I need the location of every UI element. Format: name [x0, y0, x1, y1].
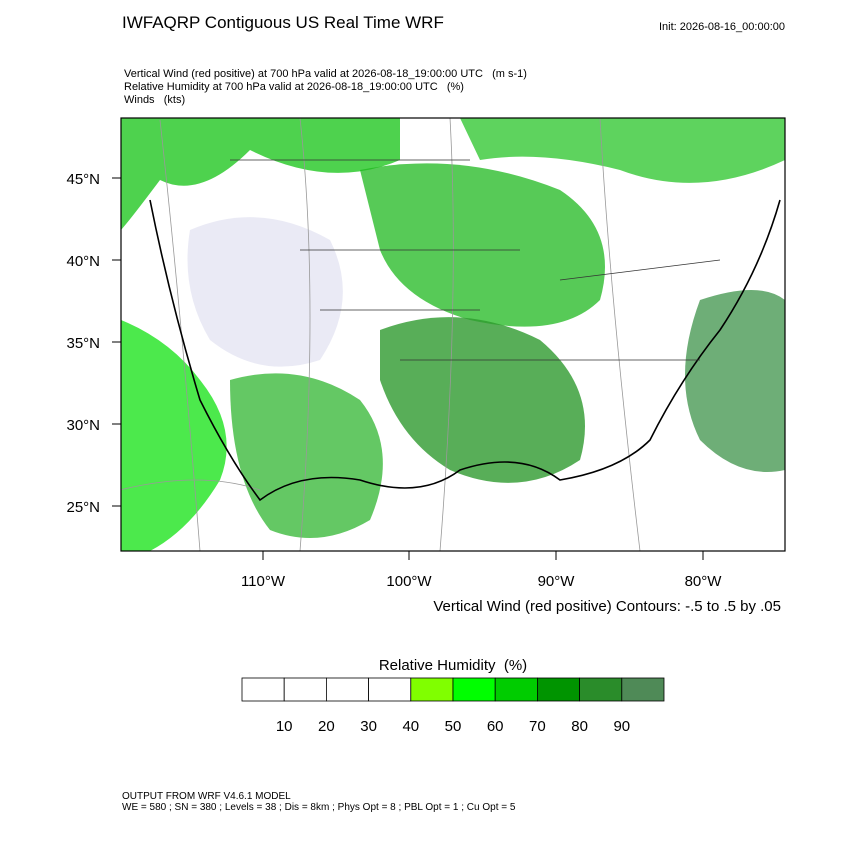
colorbar-box [410, 677, 454, 702]
contour-note: Vertical Wind (red positive) Contours: -… [433, 598, 781, 615]
colorbar-box [537, 677, 581, 702]
lat-label: 40°N [66, 253, 100, 270]
field-label: Vertical Wind (red positive) at 700 hPa … [124, 68, 527, 80]
colorbar: Relative Humidity (%) 10 20 30 40 50 60 70 80 90 [241, 657, 665, 735]
lat-label: 35°N [66, 335, 100, 352]
colorbar-box [283, 677, 327, 702]
colorbar-label: 20 [318, 718, 335, 735]
colorbar-label: 60 [487, 718, 504, 735]
colorbar-label: 30 [360, 718, 377, 735]
colorbar-box [621, 677, 665, 702]
colorbar-label: 50 [445, 718, 462, 735]
footer-line: OUTPUT FROM WRF V4.6.1 MODEL [122, 791, 291, 802]
lon-label: 90°W [538, 573, 576, 590]
lon-label: 110°W [241, 573, 286, 590]
colorbar-box [452, 677, 496, 702]
colorbar-label: 40 [402, 718, 419, 735]
colorbar-label: 10 [276, 718, 293, 735]
field-label: Relative Humidity at 700 hPa valid at 20… [124, 81, 464, 93]
init-time: Init: 2026-08-16_00:00:00 [659, 21, 785, 33]
lat-label: 45°N [66, 171, 100, 188]
lat-label: 25°N [66, 499, 100, 516]
colorbar-label: 70 [529, 718, 546, 735]
title: IWFAQRP Contiguous US Real Time WRF [122, 13, 444, 32]
colorbar-box [368, 677, 412, 702]
lon-label: 80°W [685, 573, 723, 590]
footer-line: WE = 580 ; SN = 380 ; Levels = 38 ; Dis … [122, 802, 516, 813]
colorbar-box [325, 677, 369, 702]
field-label: Winds (kts) [124, 94, 185, 106]
colorbar-label: 80 [571, 718, 588, 735]
lon-label: 100°W [386, 573, 432, 590]
colorbar-label: 90 [613, 718, 630, 735]
colorbar-box [494, 677, 538, 702]
lat-label: 30°N [66, 417, 100, 434]
colorbar-box [241, 677, 285, 702]
map: 45°N 40°N 35°N 30°N 25°N 110°W 100°W 90°… [66, 117, 786, 615]
colorbar-box [579, 677, 623, 702]
colorbar-title: Relative Humidity (%) [379, 657, 527, 674]
